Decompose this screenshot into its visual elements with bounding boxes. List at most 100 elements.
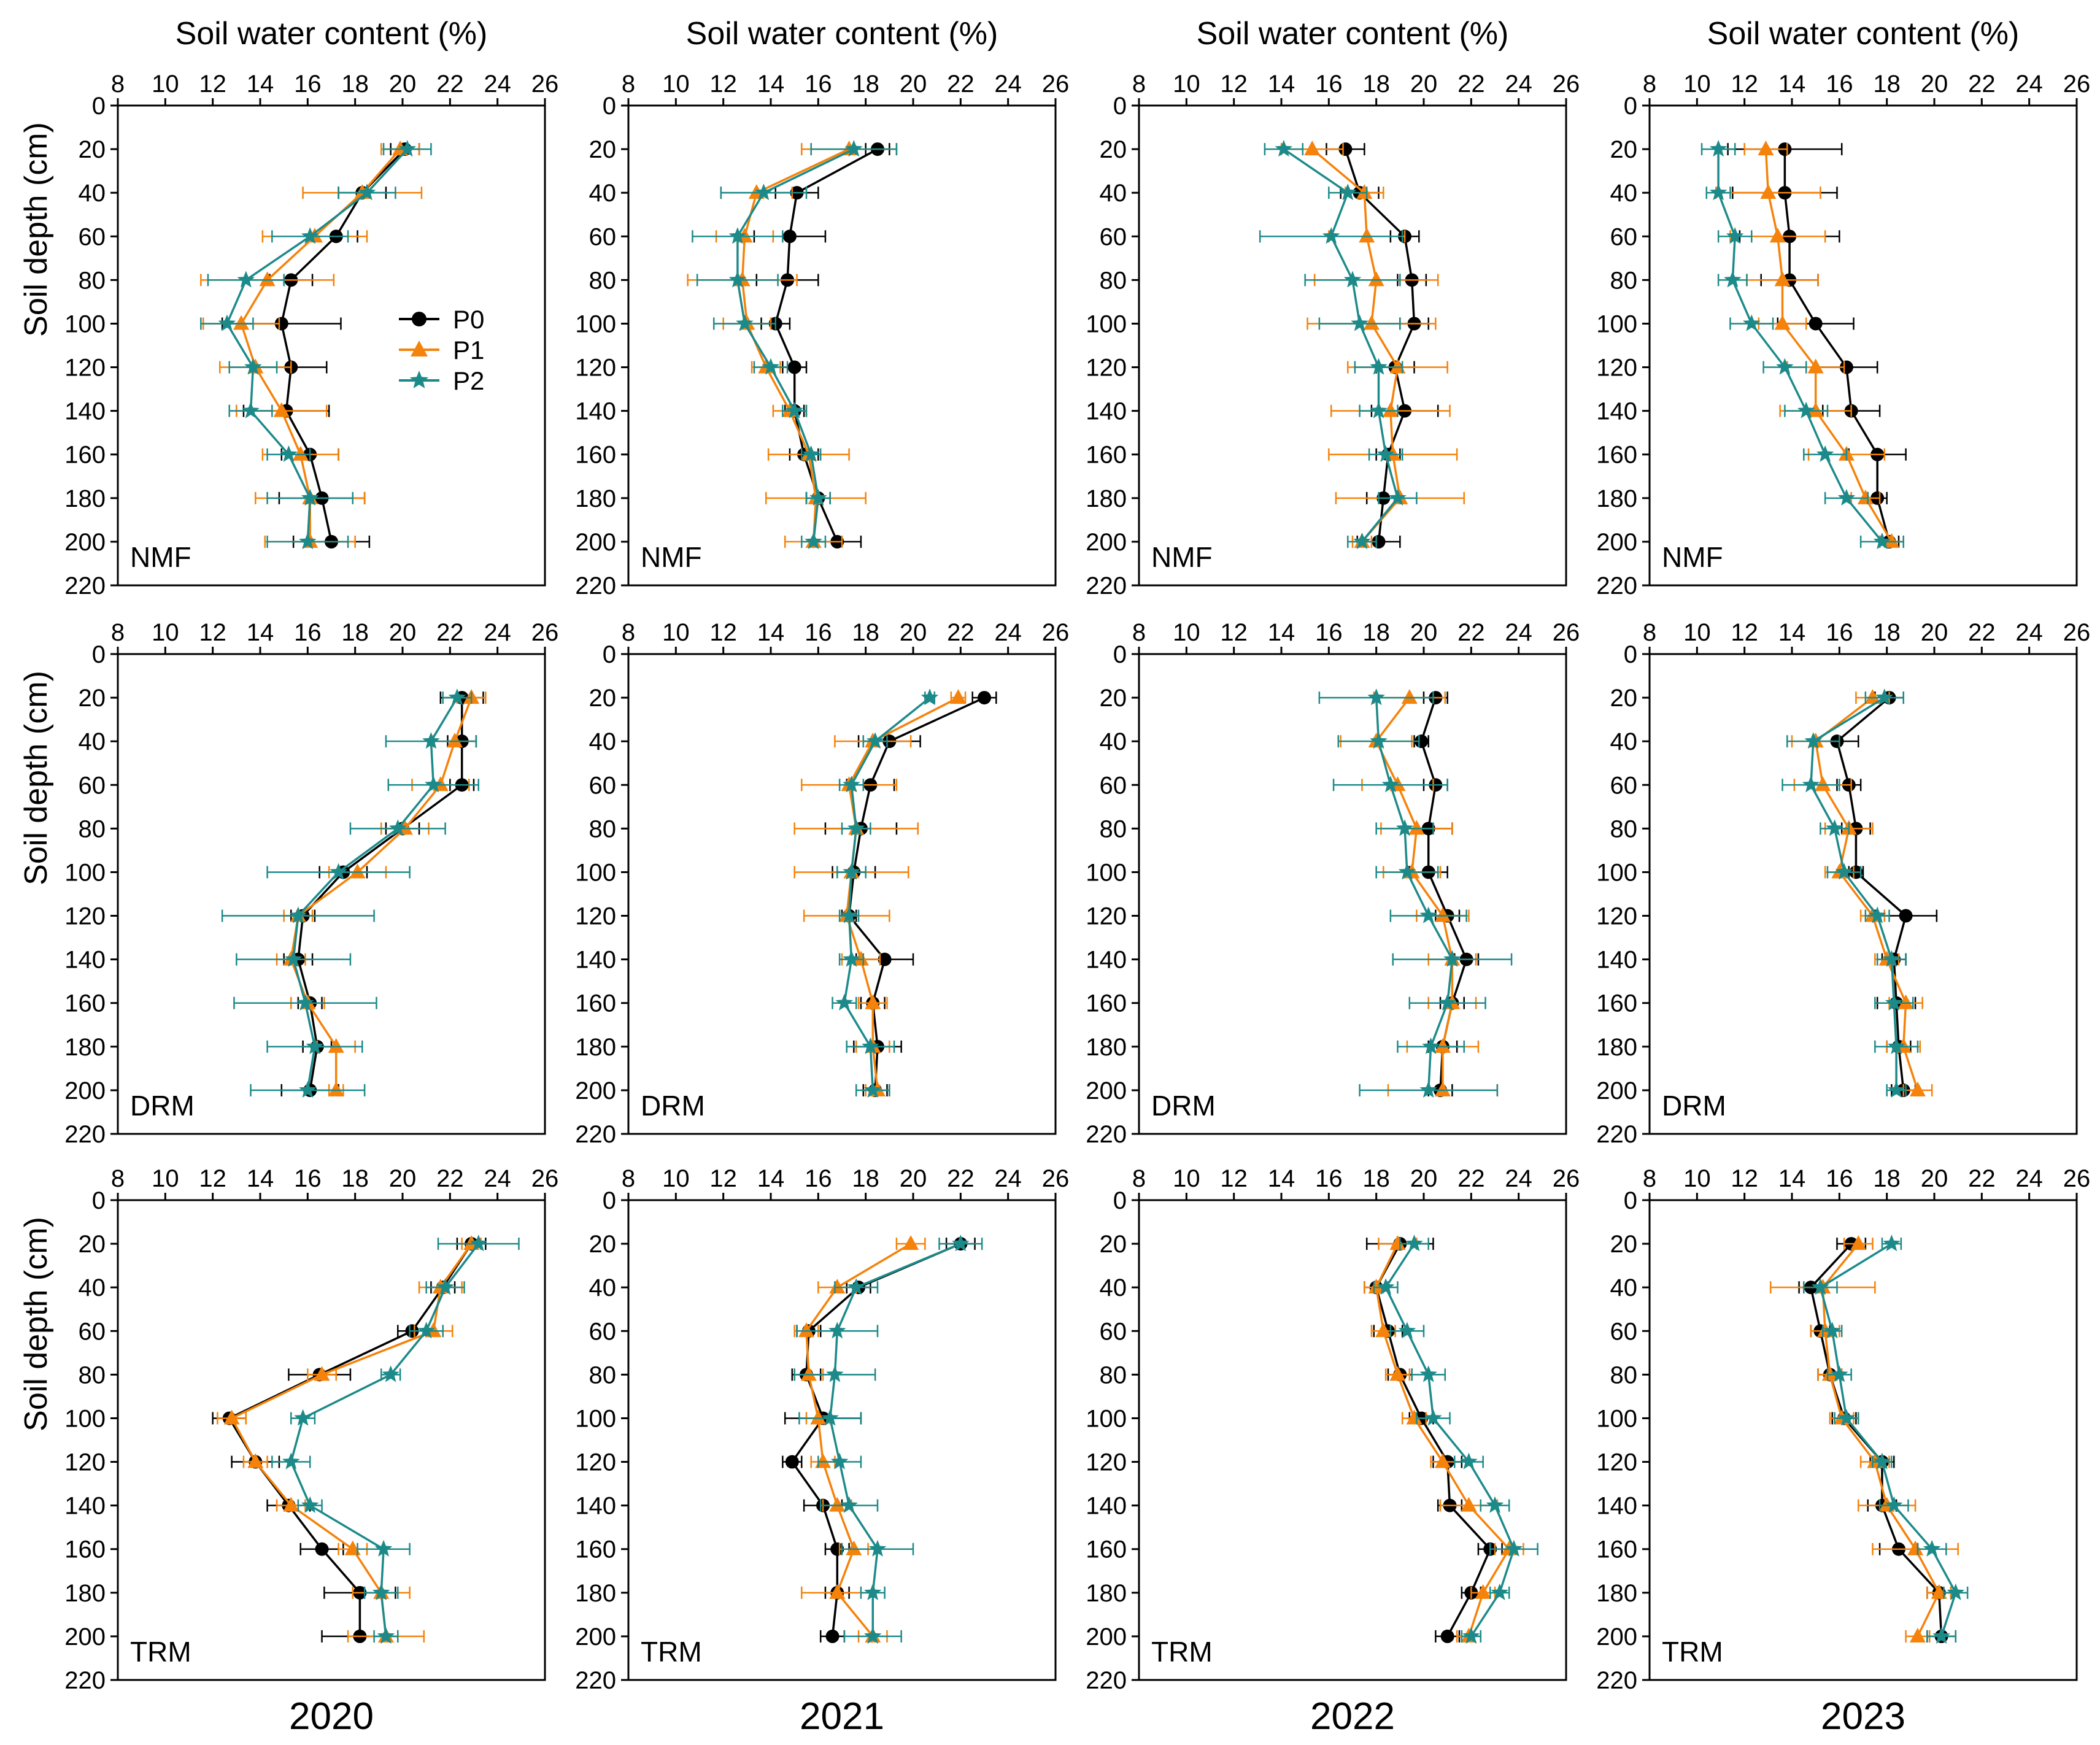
data-point-p2 — [821, 1409, 839, 1426]
x-tick-label: 12 — [1731, 71, 1758, 98]
x-tick-label: 14 — [247, 619, 274, 646]
x-tick-label: 18 — [1362, 71, 1390, 98]
data-point-p2 — [1804, 732, 1823, 749]
x-tick-label: 16 — [294, 71, 322, 98]
y-tick-label: 120 — [1596, 355, 1637, 382]
y-axis-label-row-1: Soil depth (cm) — [18, 122, 54, 337]
x-tick-label: 18 — [341, 71, 369, 98]
data-point-p1 — [1883, 533, 1900, 548]
x-tick-label: 16 — [805, 1165, 832, 1192]
data-point-p1 — [1363, 315, 1380, 330]
data-point-p1 — [829, 1497, 846, 1512]
treatment-label: TRM — [641, 1636, 702, 1668]
y-tick-label: 180 — [64, 1034, 106, 1061]
y-axis-labels: Soil depth (cm) Soil depth (cm) Soil dep… — [18, 122, 54, 1431]
x-tick-label: 22 — [436, 71, 464, 98]
x-tick-label: 8 — [1132, 71, 1146, 98]
y-tick-label: 140 — [575, 947, 616, 974]
y-tick-label: 40 — [1100, 1274, 1127, 1301]
y-tick-label: 40 — [1100, 180, 1127, 207]
x-tick-label: 8 — [622, 71, 635, 98]
data-point-p2 — [1883, 1235, 1901, 1252]
year-label-2023: 2023 — [1821, 1695, 1905, 1738]
x-tick-label: 8 — [111, 619, 125, 646]
data-point-p1 — [1359, 228, 1375, 243]
x-tick-label: 14 — [757, 71, 785, 98]
x-tick-label: 20 — [1921, 71, 1948, 98]
data-point-p2 — [1322, 227, 1340, 244]
y-tick-label: 80 — [589, 1362, 617, 1389]
data-point-p2 — [301, 227, 319, 244]
y-tick-label: 20 — [79, 136, 106, 163]
data-point-p1 — [1774, 271, 1791, 287]
data-point-p0 — [274, 317, 288, 331]
series-line — [845, 696, 959, 1091]
data-point-p1 — [328, 1081, 344, 1096]
series-p2 — [793, 1235, 983, 1644]
x-tick-label: 10 — [1173, 1165, 1200, 1192]
data-point-p1 — [1434, 1081, 1451, 1096]
y-tick-label: 60 — [79, 223, 106, 250]
data-point-p2 — [862, 1037, 879, 1054]
series-line — [1717, 149, 1883, 543]
data-point-p1 — [259, 271, 276, 287]
x-tick-label: 8 — [1643, 619, 1656, 646]
x-tick-label: 26 — [1042, 619, 1070, 646]
data-point-p1 — [223, 1409, 240, 1425]
x-tick-label: 14 — [1268, 619, 1295, 646]
series-line — [847, 696, 985, 1090]
data-point-p2 — [786, 401, 803, 418]
y-tick-label: 140 — [1596, 1493, 1637, 1520]
x-tick-label: 20 — [389, 619, 417, 646]
series-line — [1375, 1243, 1511, 1637]
data-point-p2 — [1376, 1278, 1395, 1295]
data-point-p2 — [1419, 1365, 1437, 1382]
data-point-p2 — [448, 688, 466, 706]
y-tick-label: 0 — [1113, 1187, 1127, 1214]
data-point-p2 — [1875, 688, 1894, 706]
data-point-p1 — [1434, 1038, 1451, 1053]
series-p2 — [200, 140, 432, 549]
data-point-p1 — [1760, 184, 1777, 199]
series-line — [774, 148, 878, 542]
data-point-p0 — [878, 952, 892, 966]
data-point-p2 — [1887, 1081, 1905, 1098]
y-tick-label: 220 — [64, 1667, 106, 1694]
plot-frame — [117, 653, 546, 1135]
y-tick-label: 80 — [589, 815, 617, 842]
y-tick-label: 40 — [589, 180, 617, 207]
data-point-p2 — [921, 688, 939, 706]
treatment-label: DRM — [130, 1090, 195, 1122]
data-point-p1 — [1907, 1540, 1924, 1555]
x-tick-label: 24 — [2015, 619, 2043, 646]
y-tick-label: 20 — [1610, 685, 1638, 712]
series-line — [1283, 148, 1399, 543]
y-tick-label: 120 — [64, 903, 106, 930]
treatment-label: TRM — [1151, 1636, 1213, 1668]
x-tick-label: 22 — [947, 1165, 975, 1192]
top-axis-title-2023: Soil water content (%) — [1707, 16, 2020, 52]
x-tick-label: 20 — [1410, 1165, 1438, 1192]
y-tick-label: 40 — [79, 728, 106, 755]
y-tick-label: 0 — [92, 93, 106, 120]
series-line — [1783, 149, 1891, 542]
y-tick-label: 80 — [1610, 1362, 1638, 1389]
data-point-p1 — [1850, 1235, 1867, 1250]
y-tick-label: 120 — [575, 903, 616, 930]
x-tick-label: 22 — [436, 619, 464, 646]
data-point-p2 — [377, 1627, 395, 1644]
data-point-p1 — [852, 950, 869, 966]
data-point-p2 — [805, 532, 822, 549]
data-point-p0 — [1440, 1629, 1454, 1643]
data-point-p2 — [1505, 1539, 1523, 1557]
year-label-2020: 2020 — [289, 1695, 374, 1738]
data-point-p2 — [1438, 993, 1456, 1011]
x-tick-label: 14 — [757, 1165, 785, 1192]
y-tick-label: 160 — [575, 442, 616, 469]
x-tick-label: 16 — [294, 1165, 322, 1192]
x-tick-label: 14 — [757, 619, 785, 646]
data-point-p0 — [315, 1542, 329, 1556]
x-tick-label: 24 — [1505, 71, 1532, 98]
x-tick-label: 8 — [111, 71, 125, 98]
data-point-p2 — [1837, 1409, 1856, 1426]
